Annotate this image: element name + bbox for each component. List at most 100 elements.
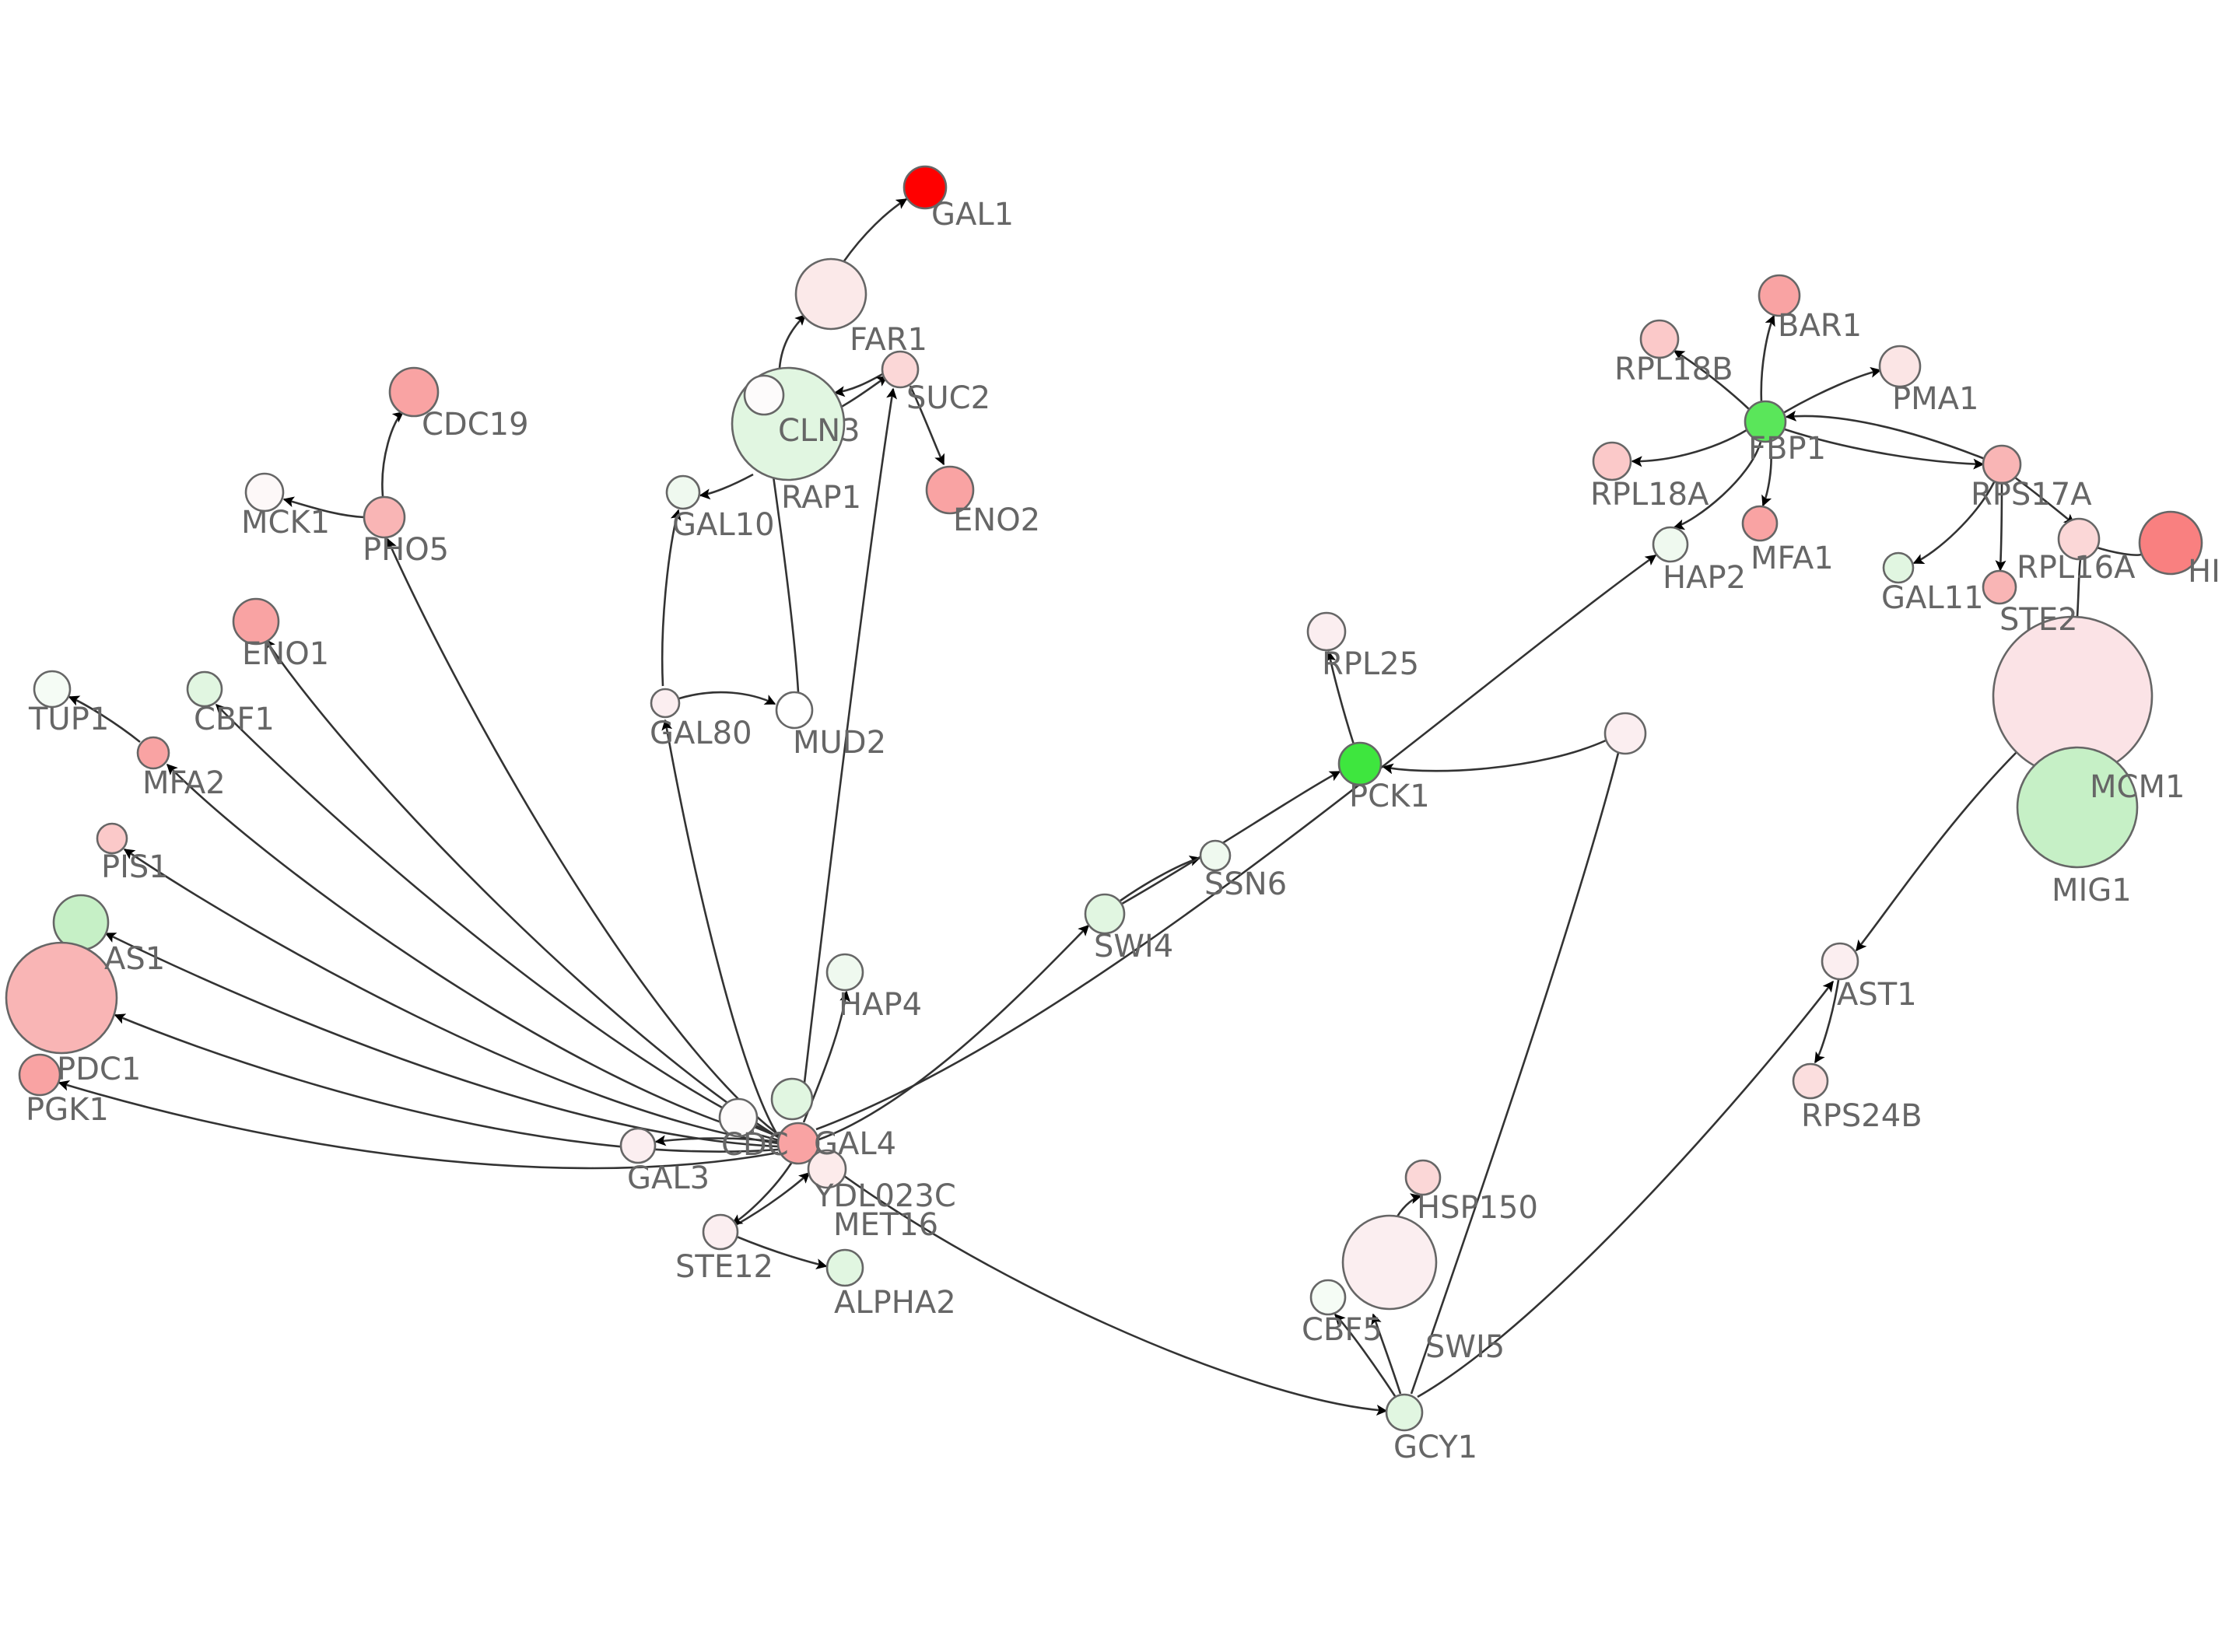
gene-node-alpha2[interactable] bbox=[825, 1248, 864, 1287]
gene-node-as1[interactable] bbox=[52, 894, 110, 951]
gene-node-eno2[interactable] bbox=[925, 465, 975, 515]
nodes-layer bbox=[5, 165, 2203, 1432]
edge-unnamed-to-pck1 bbox=[1382, 739, 1607, 775]
gene-node-far1[interactable] bbox=[794, 257, 867, 331]
gene-node-rpl18b[interactable] bbox=[1639, 319, 1680, 359]
edge-gal4-to-swi4 bbox=[816, 925, 1089, 1142]
gene-node-mfa1[interactable] bbox=[1741, 505, 1779, 542]
edge-rps17a-to-rpl16a bbox=[2014, 476, 2076, 526]
gene-label-pgk1: PGK1 bbox=[26, 1092, 109, 1128]
gene-label-cdc19: CDC19 bbox=[422, 407, 529, 443]
edge-fbp1-to-mfa1 bbox=[1761, 441, 1772, 507]
gene-label-rpl18b: RPL18B bbox=[1614, 352, 1733, 387]
gene-node-tup1[interactable] bbox=[33, 670, 72, 709]
gene-label-swi5: SWI5 bbox=[1425, 1329, 1505, 1365]
edge-fbp1-to-pma1 bbox=[1782, 366, 1882, 415]
gene-node-mfa2[interactable] bbox=[136, 736, 170, 770]
edge-ast1-to-rps24b bbox=[1814, 979, 1840, 1064]
gene-label-rps24b: RPS24B bbox=[1801, 1098, 1922, 1134]
edge-swi4-to-pck1 bbox=[1121, 770, 1341, 905]
gene-node-pgk1[interactable] bbox=[18, 1053, 61, 1097]
edge-gal4-to-gal80 bbox=[661, 719, 780, 1138]
gene-node-mud2[interactable] bbox=[775, 691, 814, 730]
gene-label-far1: FAR1 bbox=[850, 322, 927, 358]
gene-node-gal1[interactable] bbox=[902, 165, 948, 210]
gene-node-hap4[interactable] bbox=[825, 953, 864, 992]
gene-node-hsp150[interactable] bbox=[1404, 1159, 1442, 1196]
gene-node-rps24b[interactable] bbox=[1792, 1062, 1829, 1100]
gene-node-swi5[interactable] bbox=[1341, 1214, 1438, 1311]
edge-ste12-to-alpha2 bbox=[736, 1235, 828, 1269]
gene-node-hap2[interactable] bbox=[1652, 526, 1689, 563]
gene-node-gal10[interactable] bbox=[665, 474, 701, 510]
edge-gal4-to-pgk1 bbox=[58, 1080, 779, 1170]
edge-gal80-to-mud2 bbox=[678, 691, 776, 705]
gene-node-cdc[interactable] bbox=[718, 1097, 759, 1138]
gene-node-gal4[interactable] bbox=[776, 1122, 820, 1165]
edge-gal4-to-pho5 bbox=[386, 537, 780, 1137]
gene-label-ste12: STE12 bbox=[675, 1249, 773, 1285]
gene-node-rap1[interactable] bbox=[743, 374, 785, 416]
edge-rps17a-to-fbp1 bbox=[1785, 410, 1985, 460]
gene-node-pis1[interactable] bbox=[96, 822, 128, 855]
gene-node-rpl16a[interactable] bbox=[2057, 517, 2101, 561]
gene-node-pdc1[interactable] bbox=[5, 941, 118, 1055]
edge-cln3-to-suc2 bbox=[838, 375, 888, 410]
gene-node-cbf1[interactable] bbox=[186, 670, 223, 708]
gene-node-rps17a[interactable] bbox=[1982, 444, 2022, 485]
gene-node-eno1[interactable] bbox=[232, 597, 280, 646]
gene-label-gal1: GAL1 bbox=[931, 197, 1014, 233]
gene-node-pma1[interactable] bbox=[1878, 345, 1922, 388]
gene-node-gal4grn[interactable] bbox=[770, 1077, 814, 1121]
gene-node-gcy1[interactable] bbox=[1385, 1393, 1424, 1432]
gene-node-ydl023c[interactable] bbox=[807, 1149, 847, 1189]
gene-label-pis1: PIS1 bbox=[101, 849, 169, 885]
gene-label-gal10: GAL10 bbox=[672, 507, 775, 543]
edge-gal4-to-cbf1 bbox=[216, 704, 780, 1139]
gene-node-mck1[interactable] bbox=[244, 472, 285, 513]
gene-node-pck1[interactable] bbox=[1337, 741, 1383, 786]
gene-node-bar1[interactable] bbox=[1758, 274, 1801, 317]
edge-gal4-to-pis1 bbox=[123, 848, 779, 1145]
edge-pck1-to-rpl25 bbox=[1325, 650, 1355, 745]
gene-node-fbp1[interactable] bbox=[1744, 400, 1787, 443]
gene-node-ste12[interactable] bbox=[702, 1213, 739, 1251]
gene-label-rpl25: RPL25 bbox=[1322, 646, 1419, 682]
gene-node-unnamed[interactable] bbox=[1603, 712, 1647, 755]
gene-node-swi4[interactable] bbox=[1084, 893, 1126, 935]
edge-gcy1-to-swi5 bbox=[1371, 1313, 1402, 1395]
gene-label-hap4: HAP4 bbox=[839, 987, 922, 1023]
gene-node-suc2[interactable] bbox=[881, 350, 920, 389]
edge-gal4-to-pdc1 bbox=[114, 1013, 779, 1153]
gene-label-rps17a: RPS17A bbox=[1971, 477, 2092, 513]
edge-suc2-to-eno2 bbox=[909, 385, 945, 466]
gene-node-pho5[interactable] bbox=[363, 495, 406, 539]
gene-label-met16: MET16 bbox=[833, 1207, 938, 1243]
edge-mfa2-to-tup1 bbox=[68, 695, 141, 744]
edge-fbp1-to-bar1 bbox=[1760, 314, 1775, 403]
gene-node-cbf5[interactable] bbox=[1309, 1279, 1347, 1316]
gene-node-cdc19[interactable] bbox=[388, 366, 440, 418]
gene-label-hsp150: HSP150 bbox=[1417, 1190, 1538, 1226]
edge-gal4-to-hap2 bbox=[815, 554, 1657, 1131]
gene-node-rpl25[interactable] bbox=[1306, 611, 1347, 652]
labels-layer: GAL1FAR1SUC2ENO2CLN3RAP1GAL10CDC19MCK1PH… bbox=[26, 197, 2222, 1465]
edge-gal4-to-ste12 bbox=[731, 1161, 794, 1226]
gene-node-gal80[interactable] bbox=[650, 688, 681, 719]
gene-node-gal11[interactable] bbox=[1882, 551, 1915, 584]
gene-node-ssn6[interactable] bbox=[1199, 839, 1232, 872]
gene-node-ast1[interactable] bbox=[1821, 942, 1859, 981]
gene-label-mck1: MCK1 bbox=[241, 505, 330, 541]
edge-gcy1-to-ast1 bbox=[1417, 980, 1835, 1398]
edge-fbp1-to-hap2 bbox=[1673, 441, 1762, 530]
edge-pho5-to-mck1 bbox=[282, 496, 365, 519]
edge-unnamed-to-gcy1 bbox=[1410, 752, 1620, 1395]
gene-node-mig1[interactable] bbox=[2016, 746, 2139, 869]
gene-node-ste2[interactable] bbox=[1982, 569, 2017, 605]
gene-label-gcy1: GCY1 bbox=[1393, 1430, 1477, 1465]
gene-node-gal3[interactable] bbox=[619, 1127, 657, 1164]
gene-node-his4[interactable] bbox=[2138, 510, 2203, 576]
edge-gcy1-to-cbf5 bbox=[1334, 1313, 1397, 1397]
gene-node-rpl18a[interactable] bbox=[1592, 441, 1632, 481]
